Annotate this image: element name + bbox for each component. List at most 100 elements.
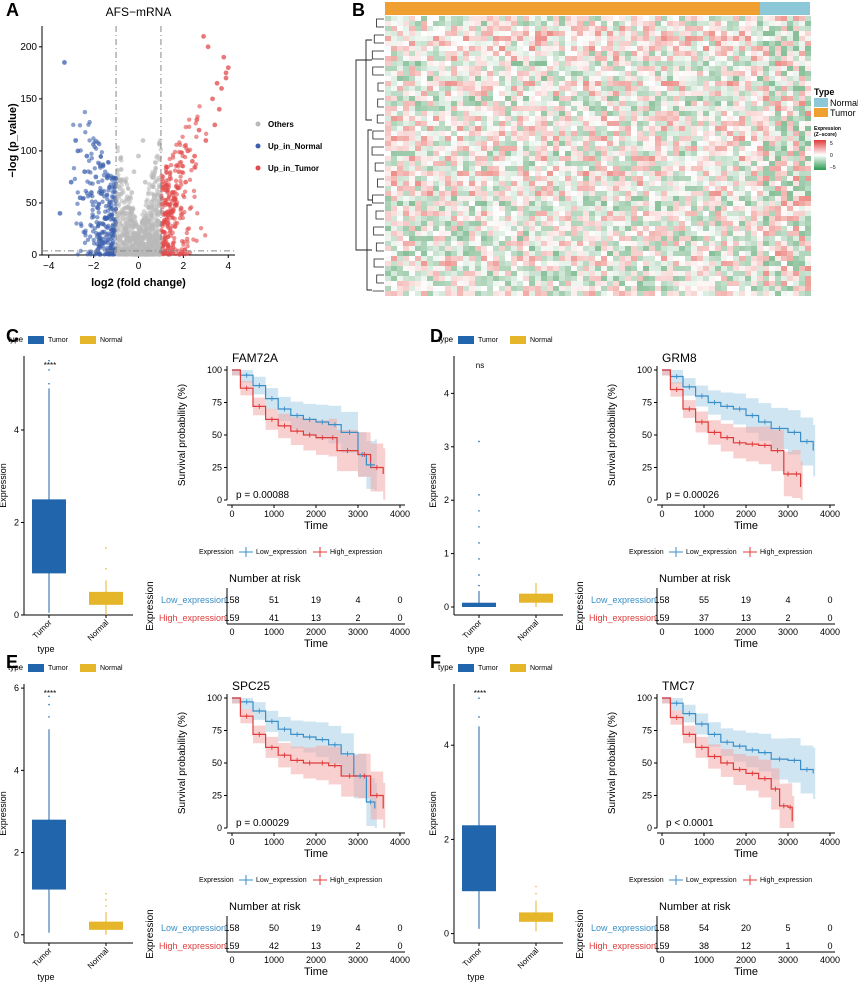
- heatmap-cell: [475, 251, 481, 256]
- heatmap-cell: [493, 51, 499, 56]
- heatmap-cell: [757, 216, 763, 221]
- heatmap-cell: [439, 141, 445, 146]
- heatmap-cell: [757, 211, 763, 216]
- heatmap-cell: [547, 246, 553, 251]
- heatmap-cell: [451, 66, 457, 71]
- heatmap-cell: [703, 111, 709, 116]
- heatmap-cell: [445, 251, 451, 256]
- heatmap-cell: [517, 66, 523, 71]
- heatmap-cell: [451, 21, 457, 26]
- heatmap-cell: [757, 86, 763, 91]
- heatmap-cell: [511, 121, 517, 126]
- volcano-point: [88, 234, 92, 238]
- heatmap-cell: [685, 66, 691, 71]
- heatmap-cell: [505, 66, 511, 71]
- heatmap-cell: [499, 151, 505, 156]
- heatmap-cell: [385, 81, 391, 86]
- heatmap-cell: [541, 161, 547, 166]
- heatmap-cell: [481, 71, 487, 76]
- heatmap-cell: [523, 21, 529, 26]
- heatmap-cell: [547, 156, 553, 161]
- heatmap-cell: [757, 256, 763, 261]
- heatmap-cell: [805, 41, 811, 46]
- heatmap-cell: [805, 106, 811, 111]
- heatmap-cell: [739, 156, 745, 161]
- heatmap-cell: [427, 131, 433, 136]
- heatmap-cell: [631, 16, 637, 21]
- heatmap-cell: [805, 156, 811, 161]
- heatmap-cell: [391, 156, 397, 161]
- heatmap-cell: [763, 131, 769, 136]
- heatmap-cell: [787, 61, 793, 66]
- heatmap-cell: [547, 151, 553, 156]
- heatmap-cell: [739, 91, 745, 96]
- heatmap-cell: [493, 206, 499, 211]
- heatmap-cell: [427, 161, 433, 166]
- heatmap-cell: [517, 71, 523, 76]
- heatmap-cell: [757, 166, 763, 171]
- heatmap-cell: [523, 76, 529, 81]
- heatmap-cell: [613, 61, 619, 66]
- heatmap-cell: [673, 221, 679, 226]
- heatmap-cell: [547, 121, 553, 126]
- heatmap-cell: [577, 181, 583, 186]
- heatmap-cell: [709, 61, 715, 66]
- heatmap-cell: [685, 81, 691, 86]
- heatmap-cell: [787, 176, 793, 181]
- heatmap-cell: [613, 21, 619, 26]
- heatmap-cell: [745, 91, 751, 96]
- heatmap-cell: [505, 256, 511, 261]
- heatmap-cell: [787, 171, 793, 176]
- heatmap-cell: [511, 231, 517, 236]
- heatmap-cell: [793, 256, 799, 261]
- heatmap-cell: [541, 226, 547, 231]
- volcano-point-up_in_tumor: [192, 154, 197, 159]
- heatmap-cell: [391, 141, 397, 146]
- heatmap-cell: [445, 111, 451, 116]
- heatmap-cell: [421, 51, 427, 56]
- heatmap-cell: [655, 26, 661, 31]
- heatmap-cell: [601, 171, 607, 176]
- heatmap-cell: [463, 171, 469, 176]
- heatmap-cell: [457, 166, 463, 171]
- heatmap-cell: [649, 71, 655, 76]
- heatmap-cell: [607, 81, 613, 86]
- heatmap-cell: [745, 231, 751, 236]
- heatmap-cell: [733, 116, 739, 121]
- heatmap-cell: [445, 241, 451, 246]
- heatmap-cell: [631, 186, 637, 191]
- heatmap-cell: [511, 66, 517, 71]
- heatmap-cell: [793, 151, 799, 156]
- heatmap-cell: [487, 206, 493, 211]
- heatmap-cell: [427, 46, 433, 51]
- heatmap-cell: [685, 101, 691, 106]
- heatmap-cell: [445, 26, 451, 31]
- heatmap-cell: [469, 151, 475, 156]
- heatmap-cell: [403, 126, 409, 131]
- heatmap-cell: [649, 176, 655, 181]
- heatmap-cell: [559, 96, 565, 101]
- heatmap-cell: [799, 86, 805, 91]
- heatmap-cell: [583, 206, 589, 211]
- heatmap-cell: [457, 186, 463, 191]
- heatmap-cell: [643, 211, 649, 216]
- heatmap-cell: [679, 106, 685, 111]
- heatmap-cell: [781, 41, 787, 46]
- heatmap-cell: [469, 46, 475, 51]
- heatmap-cell: [421, 16, 427, 21]
- heatmap-cell: [475, 141, 481, 146]
- volcano-point: [124, 226, 128, 230]
- heatmap-cell: [607, 181, 613, 186]
- heatmap-cell: [445, 206, 451, 211]
- heatmap-cell: [523, 111, 529, 116]
- heatmap-cell: [457, 71, 463, 76]
- heatmap-cell: [475, 261, 481, 266]
- heatmap-cell: [487, 51, 493, 56]
- heatmap-cell: [541, 241, 547, 246]
- heatmap-cell: [781, 16, 787, 21]
- heatmap-cell: [793, 231, 799, 236]
- heatmap-cell: [445, 181, 451, 186]
- heatmap-cell: [607, 156, 613, 161]
- heatmap-cell: [775, 161, 781, 166]
- heatmap-cell: [799, 196, 805, 201]
